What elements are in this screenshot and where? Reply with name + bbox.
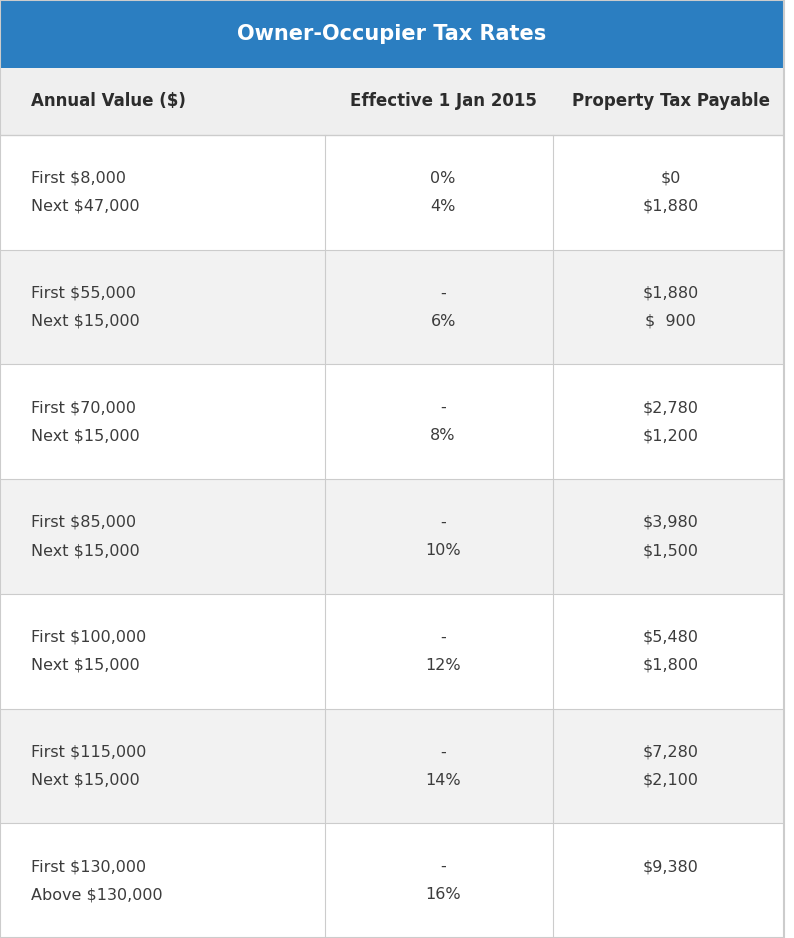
- Text: $5,480: $5,480: [642, 629, 699, 644]
- Text: $3,980: $3,980: [642, 515, 699, 530]
- Text: $1,880: $1,880: [642, 285, 699, 300]
- Text: First $130,000: First $130,000: [32, 859, 147, 874]
- Text: First $70,000: First $70,000: [32, 401, 137, 416]
- Text: 0%: 0%: [430, 171, 456, 186]
- Text: $9,380: $9,380: [642, 859, 699, 874]
- Text: Above $130,000: Above $130,000: [32, 887, 163, 902]
- Text: Next $15,000: Next $15,000: [32, 773, 140, 788]
- Text: First $55,000: First $55,000: [32, 285, 137, 300]
- Text: $1,500: $1,500: [642, 543, 699, 558]
- Text: Next $15,000: Next $15,000: [32, 313, 140, 328]
- FancyBboxPatch shape: [0, 135, 784, 250]
- Text: 16%: 16%: [426, 887, 461, 902]
- Text: -: -: [440, 401, 446, 416]
- Text: -: -: [440, 629, 446, 644]
- Text: $2,780: $2,780: [642, 401, 699, 416]
- Text: First $8,000: First $8,000: [32, 171, 126, 186]
- Text: $7,280: $7,280: [642, 745, 699, 760]
- Text: 12%: 12%: [426, 658, 461, 673]
- FancyBboxPatch shape: [0, 365, 784, 479]
- Text: $1,200: $1,200: [642, 429, 699, 444]
- Text: Annual Value ($): Annual Value ($): [32, 92, 187, 111]
- FancyBboxPatch shape: [0, 68, 784, 135]
- FancyBboxPatch shape: [0, 708, 784, 824]
- Text: First $115,000: First $115,000: [32, 745, 147, 760]
- Text: 8%: 8%: [430, 429, 456, 444]
- Text: -: -: [440, 745, 446, 760]
- Text: -: -: [440, 859, 446, 874]
- Text: 6%: 6%: [430, 313, 456, 328]
- Text: Next $15,000: Next $15,000: [32, 658, 140, 673]
- Text: Next $15,000: Next $15,000: [32, 429, 140, 444]
- Text: Effective 1 Jan 2015: Effective 1 Jan 2015: [349, 92, 537, 111]
- FancyBboxPatch shape: [0, 594, 784, 708]
- Text: -: -: [440, 515, 446, 530]
- Text: 10%: 10%: [426, 543, 461, 558]
- FancyBboxPatch shape: [0, 824, 784, 938]
- Text: First $100,000: First $100,000: [32, 629, 147, 644]
- Text: Next $15,000: Next $15,000: [32, 543, 140, 558]
- Text: $0: $0: [661, 171, 680, 186]
- FancyBboxPatch shape: [0, 479, 784, 594]
- Text: First $85,000: First $85,000: [32, 515, 137, 530]
- Text: Next $47,000: Next $47,000: [32, 199, 140, 214]
- Text: Property Tax Payable: Property Tax Payable: [572, 92, 769, 111]
- Text: $1,800: $1,800: [642, 658, 699, 673]
- FancyBboxPatch shape: [0, 0, 784, 68]
- Text: Owner-Occupier Tax Rates: Owner-Occupier Tax Rates: [237, 23, 547, 44]
- Text: 14%: 14%: [426, 773, 461, 788]
- Text: $  900: $ 900: [645, 313, 696, 328]
- Text: $1,880: $1,880: [642, 199, 699, 214]
- Text: $2,100: $2,100: [642, 773, 699, 788]
- FancyBboxPatch shape: [0, 250, 784, 365]
- Text: 4%: 4%: [430, 199, 456, 214]
- Text: -: -: [440, 285, 446, 300]
